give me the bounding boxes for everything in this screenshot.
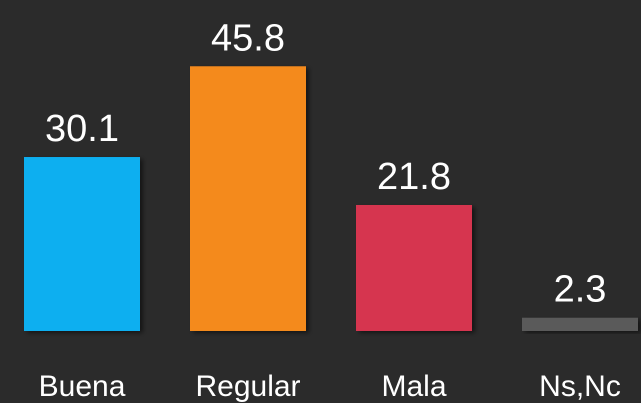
bar (24, 157, 140, 331)
value-label: 21.8 (377, 156, 451, 198)
x-tick-label: Regular (195, 370, 300, 403)
value-label: 45.8 (211, 17, 285, 59)
x-tick-label: Buena (39, 370, 126, 403)
bar (356, 204, 472, 331)
value-label: 30.1 (45, 108, 119, 150)
value-label: 2.3 (554, 269, 607, 311)
bar (190, 66, 306, 331)
x-tick-label: Mala (381, 370, 446, 403)
bar (522, 317, 638, 331)
x-tick-label: Ns,Nc (539, 370, 621, 403)
